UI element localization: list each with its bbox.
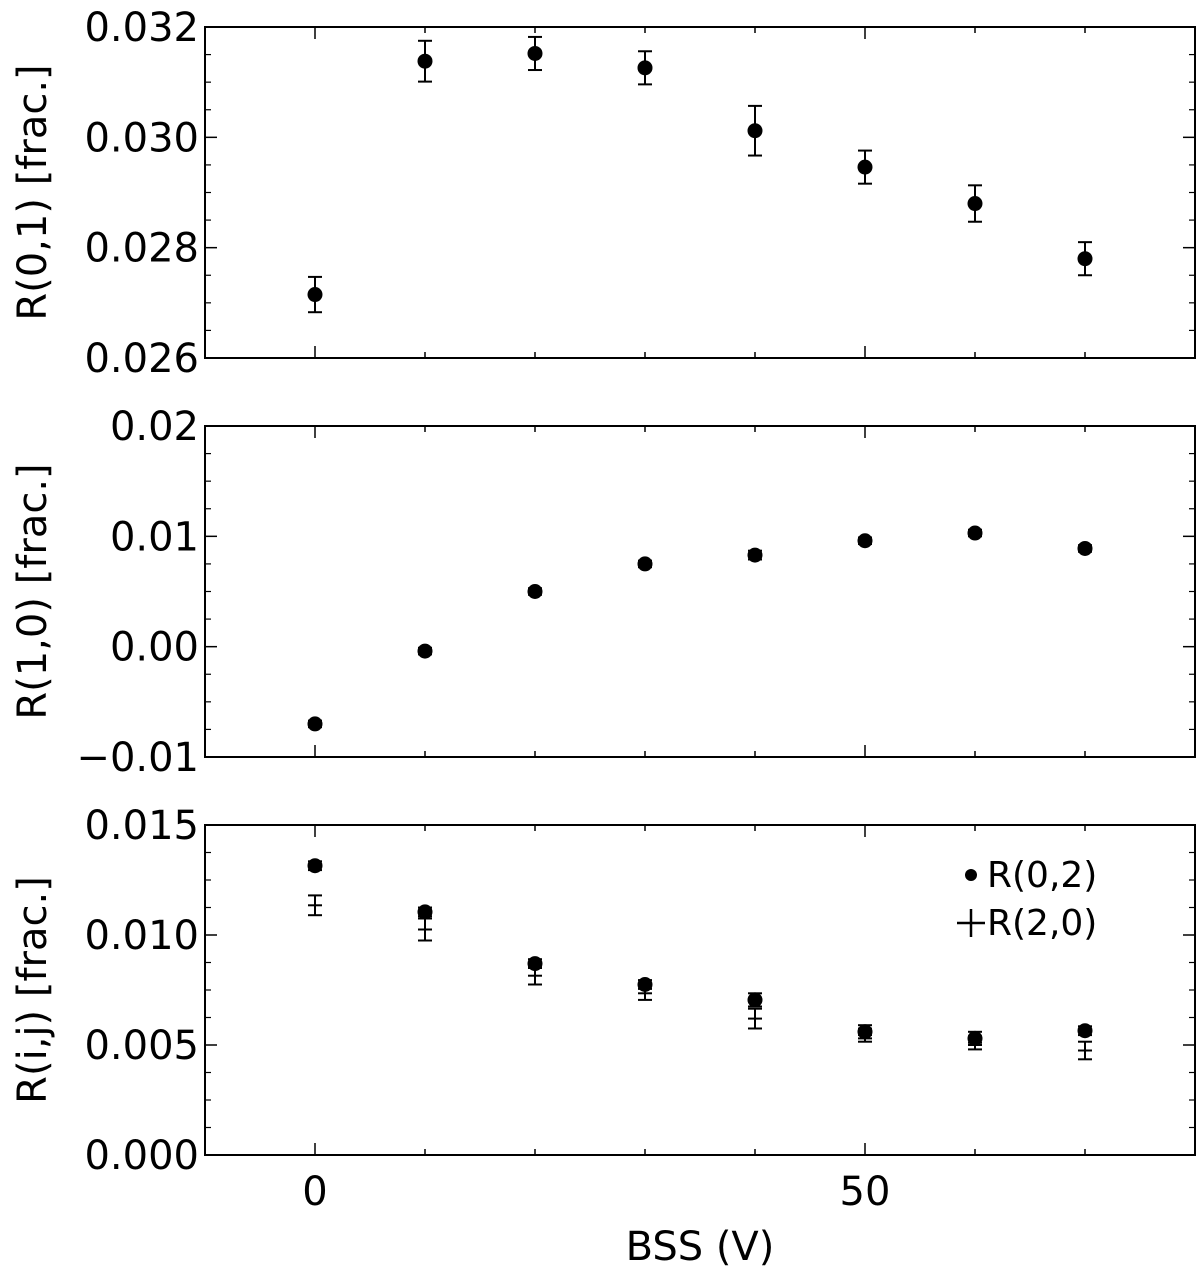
data-point xyxy=(747,992,763,1008)
data-point xyxy=(307,287,323,303)
data-point xyxy=(747,123,763,139)
data-point xyxy=(527,584,543,599)
data-point xyxy=(1077,251,1093,267)
panel-3: 0.000 0.005 0.010 0.015 R(i,j) [frac.] R(0,2)… xyxy=(10,803,1196,1215)
data-point xyxy=(637,556,653,572)
data-point xyxy=(967,525,983,541)
data-point xyxy=(1077,1023,1093,1039)
data-point xyxy=(527,45,543,61)
legend-label: R(2,0) xyxy=(987,903,1097,944)
y-tick-label: 0.02 xyxy=(110,404,199,450)
series-R(0,2) xyxy=(307,858,1093,1046)
y-tick-label: 0.00 xyxy=(110,625,199,671)
data-point xyxy=(307,858,323,874)
data-point xyxy=(967,196,983,212)
data-point xyxy=(747,547,763,563)
y-tick-label: 0.032 xyxy=(84,5,199,51)
panel-frame xyxy=(204,425,1196,758)
y-tick-label: 0.01 xyxy=(110,514,199,560)
legend: R(0,2) R(2,0) xyxy=(957,855,1097,944)
data-point xyxy=(417,643,433,659)
data-point xyxy=(857,533,873,549)
y-tick-label: 0.015 xyxy=(84,803,199,849)
data-point xyxy=(637,977,653,992)
y-tick-label: −0.01 xyxy=(76,735,199,781)
x-tick-label: 0 xyxy=(302,1169,327,1215)
legend-label: R(0,2) xyxy=(987,855,1097,896)
y-tick-label: 0.005 xyxy=(84,1023,199,1069)
data-point xyxy=(307,716,323,732)
panel-frame xyxy=(204,26,1196,359)
y-tick-label: 0.000 xyxy=(84,1133,199,1179)
data-point xyxy=(857,159,873,175)
data-point xyxy=(417,53,433,69)
series-1 xyxy=(307,35,1093,314)
series-R(2,0) xyxy=(308,894,1092,1061)
panel-2: −0.01 0.00 0.01 0.02 R(1,0) [frac.] xyxy=(10,404,1196,781)
y-tick-label: 0.028 xyxy=(84,226,199,272)
panel-1: 0.026 0.028 0.030 0.032 R(0,1) [frac.] xyxy=(10,5,1196,382)
y-tick-label: 0.026 xyxy=(84,336,199,382)
series-1 xyxy=(307,525,1093,732)
y-axis-label: R(i,j) [frac.] xyxy=(10,876,56,1104)
y-tick-label: 0.010 xyxy=(84,913,199,959)
data-point xyxy=(637,60,653,76)
y-axis-label: R(1,0) [frac.] xyxy=(10,463,56,719)
y-tick-label: 0.030 xyxy=(84,115,199,161)
x-axis-label: BSS (V) xyxy=(626,1224,775,1270)
y-axis-label: R(0,1) [frac.] xyxy=(10,64,56,320)
data-point xyxy=(417,904,433,920)
x-tick-label: 50 xyxy=(840,1169,891,1215)
legend-marker-circle xyxy=(965,869,977,881)
data-point xyxy=(1077,540,1093,556)
